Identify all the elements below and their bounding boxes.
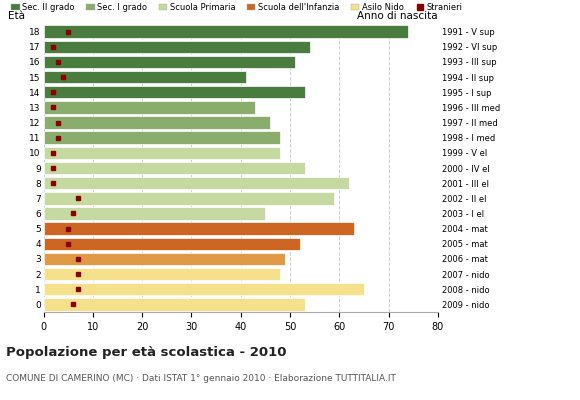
Text: Popolazione per età scolastica - 2010: Popolazione per età scolastica - 2010 [6,346,287,359]
Bar [44,25,408,38]
Legend: Sec. II grado, Sec. I grado, Scuola Primaria, Scuola dell'Infanzia, Asilo Nido, : Sec. II grado, Sec. I grado, Scuola Prim… [8,0,466,15]
Bar [44,86,305,98]
Bar [44,268,280,280]
Bar [44,192,334,204]
Bar [44,298,305,311]
Bar [44,177,349,189]
Bar [44,40,310,53]
Bar [44,207,266,220]
Bar [44,101,255,114]
Bar [44,222,354,235]
Bar [44,56,295,68]
Bar [44,253,285,265]
Bar [44,147,280,159]
Bar [44,162,305,174]
Bar [44,116,270,129]
Text: Età: Età [8,11,25,21]
Text: Anno di nascita: Anno di nascita [357,11,438,21]
Text: COMUNE DI CAMERINO (MC) · Dati ISTAT 1° gennaio 2010 · Elaborazione TUTTITALIA.I: COMUNE DI CAMERINO (MC) · Dati ISTAT 1° … [6,374,396,383]
Bar [44,283,364,296]
Bar [44,132,280,144]
Bar [44,71,246,83]
Bar [44,238,300,250]
